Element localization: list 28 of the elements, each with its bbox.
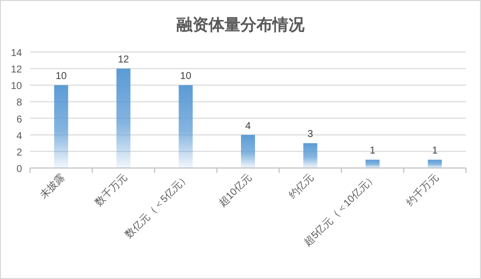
y-tick-label: 12 — [10, 64, 22, 76]
bar — [303, 143, 318, 168]
y-tick-label: 4 — [16, 130, 22, 142]
bar — [116, 68, 130, 168]
x-tick-label: 约亿元 — [286, 172, 316, 202]
x-tick-label: 超10亿元 — [216, 172, 254, 210]
y-tick-label: 2 — [16, 147, 22, 158]
x-tick-label: 未披露 — [38, 172, 68, 202]
data-label: 1 — [370, 146, 376, 157]
bar — [241, 134, 255, 168]
bar — [178, 85, 193, 168]
y-tick-label: 10 — [10, 81, 22, 92]
data-label: 10 — [56, 71, 68, 82]
y-tick-label: 8 — [16, 98, 22, 109]
bar — [54, 85, 68, 168]
chart-title: 融资体量分布情况 — [176, 16, 306, 34]
data-label: 10 — [180, 71, 192, 82]
y-tick-label: 0 — [16, 164, 22, 175]
x-tick-label: 约千万元 — [404, 172, 441, 208]
x-tick-label: 数千万元 — [92, 172, 130, 208]
data-label: 1 — [432, 146, 438, 157]
y-tick-label: 14 — [10, 48, 22, 59]
data-label: 3 — [308, 129, 314, 140]
data-label: 4 — [245, 120, 252, 132]
bar — [428, 160, 442, 168]
data-label: 12 — [118, 54, 130, 66]
y-tick-label: 6 — [16, 114, 22, 126]
bar — [366, 160, 380, 168]
